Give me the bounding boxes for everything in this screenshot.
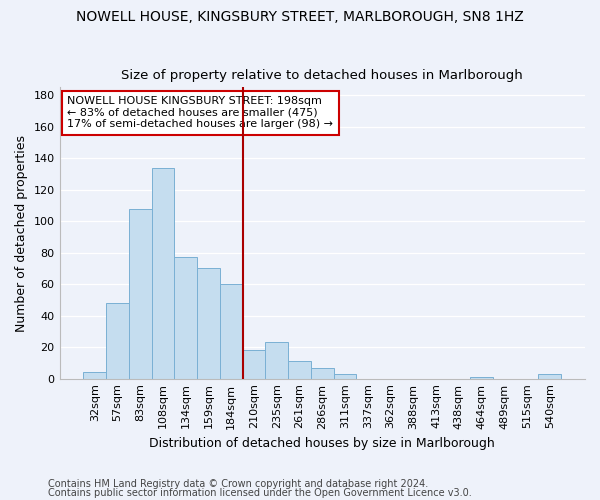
Text: Contains public sector information licensed under the Open Government Licence v3: Contains public sector information licen…	[48, 488, 472, 498]
Bar	[334, 374, 356, 378]
Bar	[83, 372, 106, 378]
Bar	[265, 342, 288, 378]
X-axis label: Distribution of detached houses by size in Marlborough: Distribution of detached houses by size …	[149, 437, 495, 450]
Title: Size of property relative to detached houses in Marlborough: Size of property relative to detached ho…	[121, 69, 523, 82]
Bar	[311, 368, 334, 378]
Bar	[220, 284, 242, 378]
Bar	[538, 374, 561, 378]
Y-axis label: Number of detached properties: Number of detached properties	[15, 134, 28, 332]
Bar	[106, 303, 129, 378]
Bar	[129, 208, 152, 378]
Bar	[197, 268, 220, 378]
Text: NOWELL HOUSE, KINGSBURY STREET, MARLBOROUGH, SN8 1HZ: NOWELL HOUSE, KINGSBURY STREET, MARLBORO…	[76, 10, 524, 24]
Bar	[242, 350, 265, 378]
Text: NOWELL HOUSE KINGSBURY STREET: 198sqm
← 83% of detached houses are smaller (475): NOWELL HOUSE KINGSBURY STREET: 198sqm ← …	[67, 96, 334, 130]
Bar	[175, 258, 197, 378]
Bar	[470, 377, 493, 378]
Bar	[152, 168, 175, 378]
Bar	[288, 362, 311, 378]
Text: Contains HM Land Registry data © Crown copyright and database right 2024.: Contains HM Land Registry data © Crown c…	[48, 479, 428, 489]
